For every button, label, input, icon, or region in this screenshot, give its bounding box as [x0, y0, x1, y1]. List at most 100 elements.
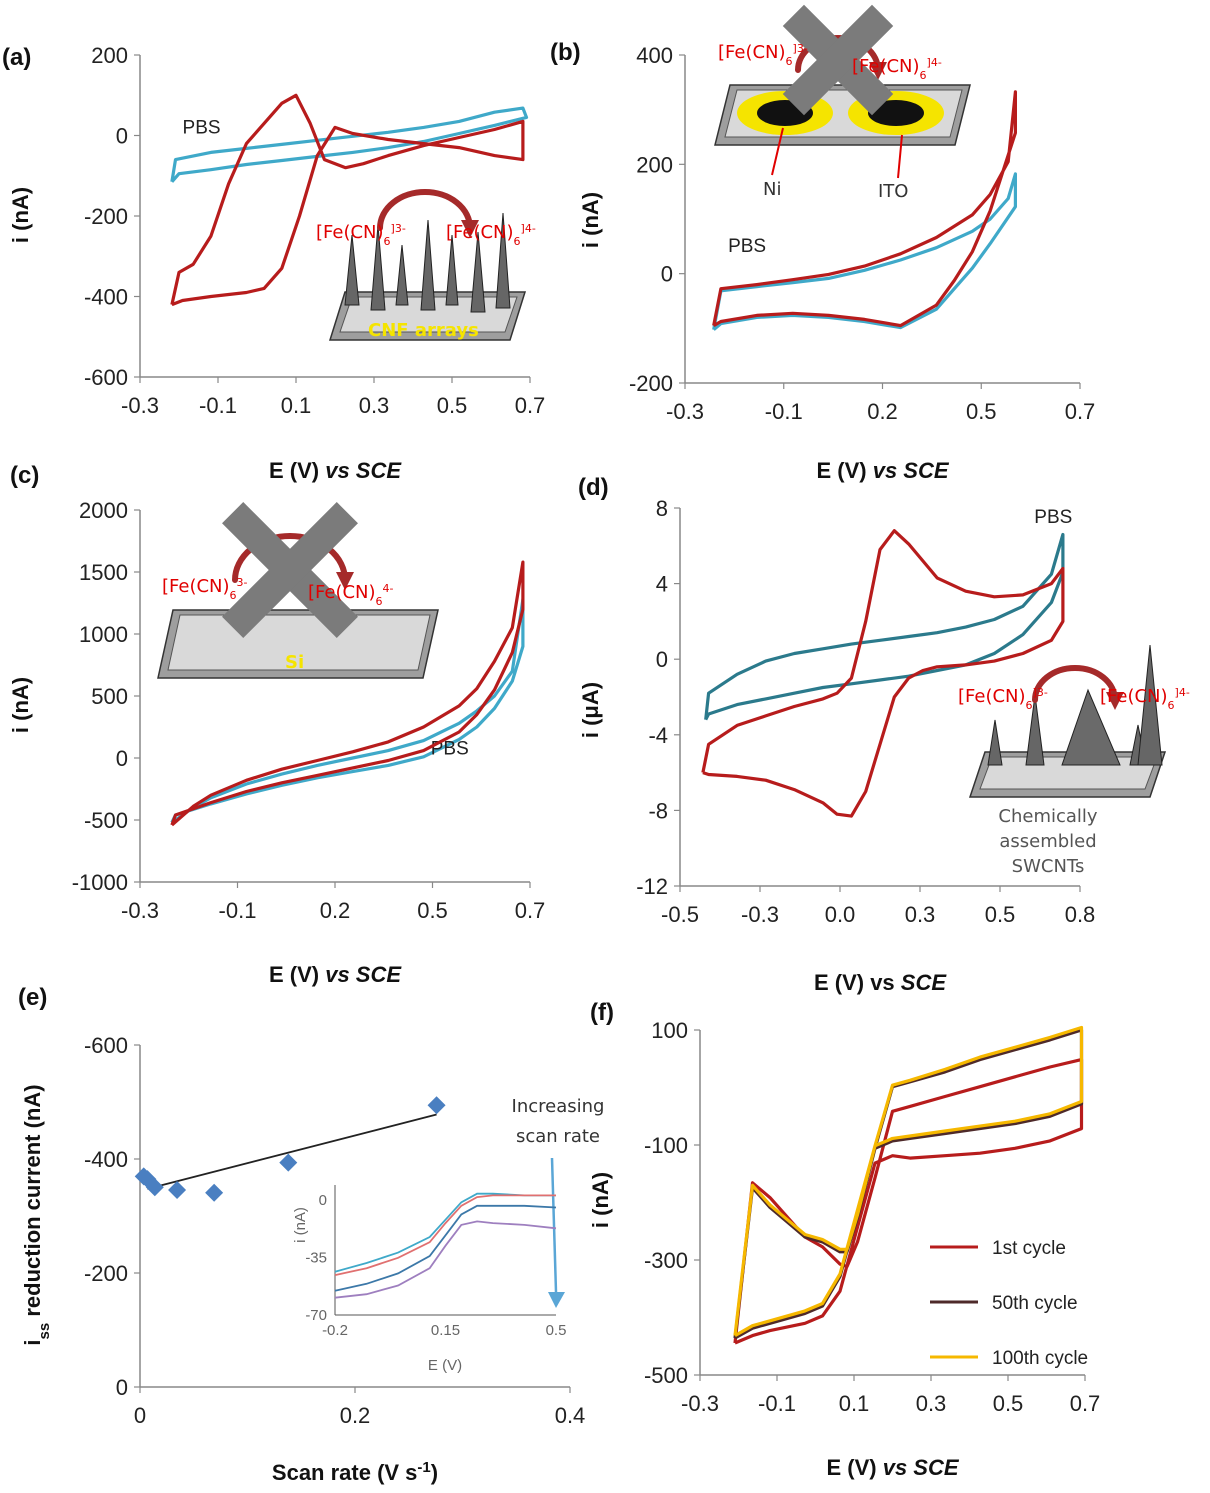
- label-superscript: 3-: [237, 576, 248, 589]
- series-name-label: PBS: [431, 738, 469, 759]
- y-tick-label: 8: [656, 496, 668, 521]
- substrate-label: Si: [285, 652, 304, 673]
- arrow-head-icon: [548, 1292, 565, 1308]
- x-axis-label-part: E (V): [269, 962, 325, 987]
- data-point-diamond: [427, 1096, 446, 1115]
- ferricyanide-label: [Fe(CN)6]4-: [1100, 686, 1190, 712]
- ni-label: Ni: [763, 179, 781, 200]
- series-line-100th-cycle: [733, 1025, 1084, 1337]
- label-main: [Fe(CN): [958, 686, 1026, 707]
- x-tick-label: -0.3: [741, 902, 779, 927]
- data-point-diamond: [145, 1178, 164, 1197]
- x-tick-label: 0.5: [985, 902, 1016, 927]
- y-tick-label: -12: [636, 874, 668, 899]
- x-tick-label: 0.7: [515, 898, 546, 923]
- x-tick-label: 0.5: [993, 1391, 1024, 1416]
- y-tick-label: 200: [636, 152, 673, 177]
- x-tick-label: 0.7: [1065, 399, 1096, 424]
- inset-y-tick-label: -70: [305, 1307, 327, 1324]
- x-tick-label: -0.3: [121, 898, 159, 923]
- x-axis-label-part: SCE: [901, 970, 948, 995]
- x-tick-label: -0.1: [199, 393, 237, 418]
- label-subscript: 6: [376, 595, 383, 608]
- label-superscript: 4-: [383, 582, 394, 595]
- legend-entry: 100th cycle: [992, 1348, 1088, 1369]
- y-tick-label: -600: [84, 1033, 128, 1058]
- label-main: [Fe(CN): [446, 222, 514, 243]
- inset-y-tick-label: 0: [319, 1192, 327, 1209]
- ito-label: ITO: [878, 181, 908, 202]
- redox-cycle-arrow: [232, 533, 348, 583]
- x-tick-label: -0.1: [765, 399, 803, 424]
- panel-label: (f): [590, 999, 614, 1026]
- panel-0: (a) 200 0 -200 -400 -600 -0.3 -0.1 0.1 0.3 0.5 0.7 E…: [2, 43, 545, 483]
- label-main: [Fe(CN): [162, 576, 230, 597]
- x-tick-label: 0.5: [437, 393, 468, 418]
- y-tick-label: 200: [91, 43, 128, 68]
- x-tick-label: -0.5: [661, 902, 699, 927]
- inset-y-tick-label: -35: [305, 1250, 327, 1267]
- y-tick-label: -300: [644, 1248, 688, 1273]
- series-name-label: PBS: [1034, 507, 1072, 528]
- inset-series-line: [334, 1194, 556, 1276]
- nanofiber-cone-icon: [395, 244, 409, 306]
- y-tick-label: 0: [116, 1375, 128, 1400]
- ferricyanide-label: [Fe(CN)6]4-: [446, 222, 536, 248]
- inset-series-line: [334, 1220, 557, 1299]
- inset-x-tick-label: 0.15: [431, 1322, 460, 1339]
- nanofiber-cone-icon: [987, 719, 1003, 766]
- label-subscript: 6: [230, 589, 237, 602]
- x-tick-label: 0.5: [966, 399, 997, 424]
- x-axis-label-part: E (V): [816, 458, 872, 483]
- inset-x-axis-label: E (V): [428, 1357, 462, 1374]
- x-axis-label-part: E (V) vs: [814, 970, 901, 995]
- inset-y-axis-label: i (nA): [292, 1207, 309, 1243]
- x-tick-label: 0.2: [320, 898, 351, 923]
- increasing-arrow-shaft: [550, 1157, 558, 1293]
- y-tick-label: -400: [84, 1147, 128, 1172]
- label-superscript: ]4-: [521, 222, 536, 235]
- x-tick-label: 0.0: [825, 902, 856, 927]
- x-tick-label: 0.1: [839, 1391, 870, 1416]
- nanofiber-cone-icon: [445, 234, 459, 306]
- data-point-diamond: [205, 1183, 224, 1202]
- x-tick-label: 0.3: [905, 902, 936, 927]
- y-axis-label: i (μA): [578, 682, 603, 738]
- panel-label: (d): [578, 474, 609, 501]
- inset-e-plot: 0 -35 -70-0.2 0.15 0.5 E (V) i (nA): [292, 1185, 566, 1374]
- annotation-line: Increasing: [512, 1096, 605, 1117]
- linear-fit-line: [147, 1113, 437, 1190]
- arrow-head-icon: [1106, 692, 1124, 710]
- data-point-diamond: [168, 1181, 187, 1200]
- panel-label: (a): [2, 44, 31, 71]
- inset-caption-line: assembled: [999, 831, 1096, 852]
- x-axis-label: E (V) vs SCE: [814, 970, 947, 995]
- cross-x-icon: [782, 4, 894, 116]
- series-name-label: PBS: [183, 117, 221, 138]
- label-main: [Fe(CN): [852, 56, 920, 77]
- label-main: [Fe(CN): [718, 42, 786, 63]
- y-axis-label: i (nA): [8, 677, 33, 733]
- x-tick-label: 0.3: [916, 1391, 947, 1416]
- x-tick-label: -0.3: [121, 393, 159, 418]
- y-tick-label: -600: [84, 365, 128, 390]
- y-tick-label: 500: [91, 684, 128, 709]
- y-tick-label: -500: [644, 1363, 688, 1388]
- ito-pointer-arrow: [897, 134, 903, 179]
- y-tick-label: 1500: [79, 560, 128, 585]
- inset-series-line: [334, 1204, 557, 1292]
- ni-pointer-arrow: [771, 127, 784, 176]
- label-subscript: 6: [384, 235, 391, 248]
- inset-x-tick-label: 0.5: [546, 1322, 567, 1339]
- x-tick-label: -0.3: [666, 399, 704, 424]
- y-tick-label: 0: [116, 746, 128, 771]
- y-axis-label: iss reduction current (nA): [20, 1084, 53, 1345]
- y-axis-label: i (nA): [588, 1172, 613, 1228]
- x-axis-label: E (V) vs SCE: [269, 458, 402, 483]
- y-tick-label: -500: [84, 808, 128, 833]
- series-line-redox: [712, 90, 1017, 328]
- label-main: [Fe(CN): [308, 582, 376, 603]
- y-tick-label: 2000: [79, 498, 128, 523]
- x-axis-label-part: vs SCE: [325, 458, 402, 483]
